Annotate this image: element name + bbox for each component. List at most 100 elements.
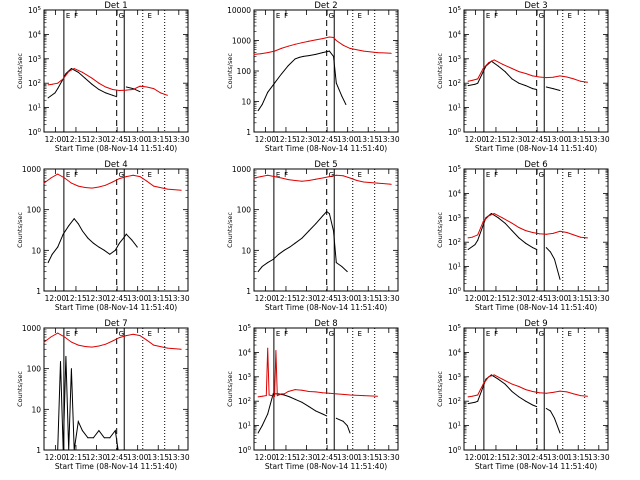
x-tick-label: 12:45 — [316, 135, 338, 144]
lld-data-point — [118, 90, 120, 92]
events-data-point — [57, 88, 59, 90]
event-marker-label: F — [74, 171, 78, 179]
event-marker-label: E — [66, 12, 70, 20]
y-tick-label: 1 — [246, 128, 251, 137]
lld-data-point — [328, 176, 330, 178]
events-data-point — [257, 110, 259, 112]
lld-data-point — [488, 215, 490, 217]
lld-data-point — [328, 392, 330, 394]
plot-frame — [463, 9, 609, 133]
lld-data-point — [62, 78, 64, 80]
lld-data-point — [47, 84, 49, 86]
lld-data-point — [294, 43, 296, 45]
detector-panel: Det 1 100 101 102 103 104 105 12:0012:1512:3012… — [16, 1, 190, 153]
lld-data-point — [390, 52, 392, 54]
lld-data-point — [349, 394, 351, 396]
events-data-point — [294, 58, 296, 60]
events-data-point — [257, 271, 259, 273]
event-marker-label: G — [119, 12, 124, 20]
events-data-point — [81, 230, 83, 232]
event-marker-label: E — [276, 330, 280, 338]
lld-data-point — [477, 234, 479, 236]
x-tick-label: 12:30 — [296, 135, 318, 144]
lld-data-point — [64, 336, 66, 338]
lld-data-point — [518, 386, 520, 388]
lld-data-point — [493, 374, 495, 376]
lld-data-point — [525, 72, 527, 74]
y-tick-label: 102 — [448, 238, 461, 247]
x-tick-label: 13:00 — [337, 135, 359, 144]
x-tick-label: 12:00 — [465, 294, 487, 303]
lld-series-line — [48, 67, 168, 96]
x-tick-label: 12:30 — [86, 453, 108, 462]
panel-title: Det 3 — [524, 1, 547, 11]
x-tick-label: 13:30 — [378, 294, 400, 303]
x-tick-label: 13:15 — [357, 135, 379, 144]
events-data-point — [341, 266, 343, 268]
events-data-point — [536, 249, 538, 251]
lld-data-point — [275, 349, 277, 351]
lld-data-point — [376, 182, 378, 184]
lld-data-point — [363, 395, 365, 397]
events-data-point — [91, 83, 93, 85]
detector-panel: Det 8 100 101 102 103 104 105 12:0012:1512:3012… — [226, 319, 400, 471]
events-data-point — [545, 408, 547, 410]
lld-data-point — [57, 332, 59, 334]
lld-data-point — [559, 75, 561, 77]
events-data-point — [525, 85, 527, 87]
x-tick-label: 12:30 — [506, 294, 528, 303]
event-marker-label: E — [486, 12, 490, 20]
x-tick-label: 12:30 — [296, 453, 318, 462]
events-data-point — [125, 86, 127, 88]
event-marker-label: F — [284, 330, 288, 338]
x-tick-label: 13:00 — [547, 135, 569, 144]
lld-data-point — [322, 392, 324, 394]
events-series-line — [467, 212, 561, 280]
y-tick-label: 103 — [448, 55, 462, 64]
events-data-point — [139, 91, 141, 93]
events-data-point — [47, 262, 49, 264]
lld-data-point — [301, 389, 303, 391]
panel-title: Det 7 — [104, 319, 127, 329]
events-data-point — [474, 83, 476, 85]
lld-data-point — [105, 86, 107, 88]
lld-data-point — [315, 391, 317, 393]
x-tick-label: 12:30 — [506, 453, 528, 462]
y-tick-label: 100 — [237, 206, 252, 215]
y-axis-label: Counts/sec — [16, 212, 24, 248]
events-data-point — [84, 77, 86, 79]
events-data-point — [54, 92, 56, 94]
lld-data-point — [64, 177, 66, 179]
lld-data-point — [70, 182, 72, 184]
x-tick-label: 12:00 — [45, 135, 67, 144]
event-marker-label: E — [486, 330, 490, 338]
events-data-point — [65, 72, 67, 74]
event-marker-label: F — [494, 12, 498, 20]
y-tick-label: 10 — [31, 405, 41, 414]
events-series-line — [257, 50, 347, 111]
lld-data-point — [166, 347, 168, 349]
events-data-point — [559, 90, 561, 92]
lld-data-point — [322, 38, 324, 40]
events-data-point — [68, 225, 70, 227]
events-data-point — [283, 394, 285, 396]
events-data-point — [87, 437, 89, 439]
lld-data-point — [308, 180, 310, 182]
lld-data-point — [118, 337, 120, 339]
event-marker-label: G — [119, 171, 124, 179]
event-marker-label: F — [494, 330, 498, 338]
y-tick-label: 100 — [28, 128, 42, 137]
y-tick-label: 105 — [28, 6, 42, 15]
y-tick-label: 102 — [28, 79, 41, 88]
lld-data-point — [488, 376, 490, 378]
events-series-line — [47, 67, 141, 99]
lld-data-point — [376, 395, 378, 397]
lld-data-point — [105, 343, 107, 345]
events-data-point — [335, 417, 337, 419]
x-axis-label: Start Time (08-Nov-14 11:51:40) — [475, 462, 597, 471]
x-tick-label: 13:00 — [547, 453, 569, 462]
lld-data-point — [471, 395, 473, 397]
events-data-point — [518, 237, 520, 239]
events-data-point — [105, 92, 107, 94]
events-data-point — [504, 71, 506, 73]
